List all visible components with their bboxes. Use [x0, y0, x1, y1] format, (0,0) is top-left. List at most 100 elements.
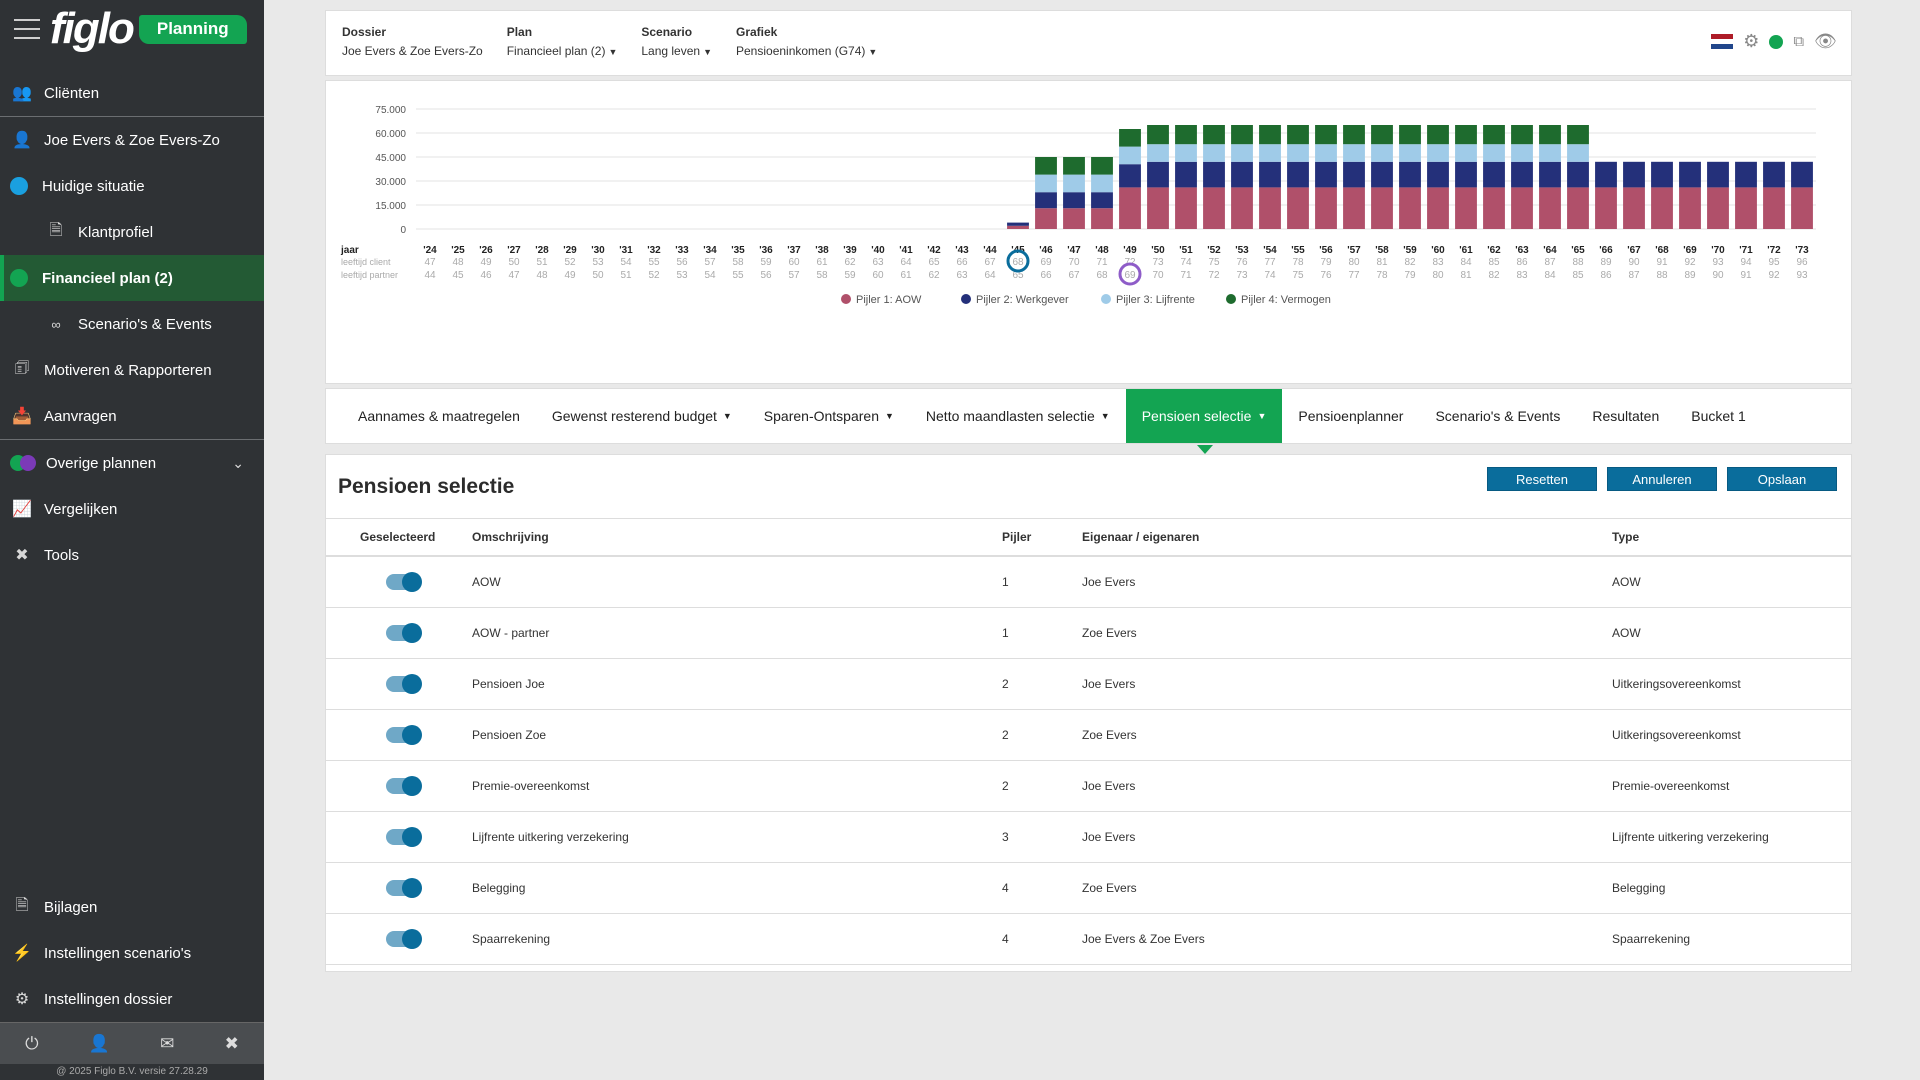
- scenario-selector[interactable]: Scenario Lang leven ▼: [641, 25, 712, 58]
- bar-segment: [1035, 192, 1057, 209]
- selected-toggle[interactable]: [386, 877, 422, 898]
- save-button[interactable]: Opslaan: [1727, 467, 1837, 491]
- profile-icon[interactable]: 👤: [88, 1033, 110, 1053]
- x-tick-label: '71: [1739, 245, 1753, 256]
- bar-segment: [1511, 125, 1533, 145]
- bar-segment: [1343, 144, 1365, 162]
- sidebar-item-financieel-plan[interactable]: Financieel plan (2): [0, 255, 264, 301]
- client-age-label: 80: [1348, 257, 1360, 268]
- column-header: Eigenaar / eigenaren: [1082, 519, 1612, 557]
- bar-segment: [1679, 187, 1701, 229]
- dossier-label: Dossier: [342, 25, 387, 39]
- tab-scenario-s-events[interactable]: Scenario's & Events: [1419, 389, 1576, 443]
- chart-icon: 📈: [12, 501, 32, 518]
- selected-toggle[interactable]: [386, 775, 422, 796]
- tab-gewenst-resterend-budget[interactable]: Gewenst resterend budget ▼: [536, 389, 748, 443]
- tools-icon[interactable]: ✖: [224, 1033, 239, 1053]
- tab-aannames-maatregelen[interactable]: Aannames & maatregelen: [342, 389, 536, 443]
- partner-age-label: 52: [648, 270, 660, 281]
- legend-label: Pijler 1: AOW: [856, 294, 922, 306]
- client-age-label: 58: [732, 257, 744, 268]
- cancel-button[interactable]: Annuleren: [1607, 467, 1717, 491]
- x-tick-label: '46: [1039, 245, 1053, 256]
- bar-segment: [1567, 161, 1589, 188]
- bar-segment: [1595, 187, 1617, 229]
- sidebar-item-clienten[interactable]: 👥 Cliënten: [0, 70, 264, 116]
- client-age-label: 47: [424, 257, 436, 268]
- sidebar-item-bijlagen[interactable]: 🗎 Bijlagen: [0, 884, 264, 930]
- partner-age-label: 60: [872, 270, 884, 281]
- type-cell: AOW: [1612, 556, 1851, 608]
- bar-segment: [1371, 125, 1393, 145]
- grafiek-selector[interactable]: Grafiek Pensioeninkomen (G74) ▼: [736, 25, 877, 58]
- bar-segment: [1035, 208, 1057, 229]
- chevron-down-icon[interactable]: ⌄: [232, 454, 244, 471]
- sidebar: figlo Planning 👥 Cliënten 👤 Joe Evers & …: [0, 0, 264, 1080]
- partner-age-row-label: leeftijd partner: [341, 270, 398, 280]
- client-age-label: 66: [956, 257, 968, 268]
- bar-segment: [1371, 187, 1393, 229]
- x-tick-label: '28: [535, 245, 549, 256]
- bar-segment: [1427, 144, 1449, 162]
- bar-segment: [1091, 157, 1113, 175]
- sidebar-item-overige-plannen[interactable]: Overige plannen ⌄: [0, 440, 264, 486]
- bar-segment: [1259, 161, 1281, 188]
- tab-sparen-ontsparen[interactable]: Sparen-Ontsparen ▼: [748, 389, 910, 443]
- sidebar-item-instellingen-scenarios[interactable]: ⚡ Instellingen scenario's: [0, 930, 264, 976]
- selected-toggle[interactable]: [386, 826, 422, 847]
- sidebar-item-aanvragen[interactable]: 📥 Aanvragen: [0, 393, 264, 439]
- tab-pensioen-selectie[interactable]: Pensioen selectie ▼: [1125, 389, 1283, 443]
- owner-cell: Zoe Evers: [1082, 607, 1612, 659]
- client-age-label: 60: [788, 257, 800, 268]
- tab-netto-maandlasten-selectie[interactable]: Netto maandlasten selectie ▼: [910, 389, 1126, 443]
- tab-bucket-1[interactable]: Bucket 1: [1675, 389, 1761, 443]
- gear-icon: ⚙: [14, 991, 30, 1008]
- x-tick-label: '54: [1263, 245, 1277, 256]
- sidebar-item-instellingen-dossier[interactable]: ⚙ Instellingen dossier: [0, 976, 264, 1022]
- dutch-flag-icon[interactable]: [1711, 33, 1734, 50]
- partner-age-label: 48: [536, 270, 548, 281]
- sidebar-item-vergelijken[interactable]: 📈 Vergelijken: [0, 486, 264, 532]
- bar-segment: [1483, 187, 1505, 229]
- sidebar-item-tools[interactable]: ✖ Tools: [0, 532, 264, 578]
- copy-icon[interactable]: ⧉: [1793, 33, 1805, 50]
- gear-icon[interactable]: ⚙: [1743, 31, 1760, 51]
- client-age-label: 96: [1796, 257, 1808, 268]
- selected-toggle[interactable]: [386, 928, 422, 949]
- caret-down-icon: ▼: [884, 411, 894, 421]
- eye-icon[interactable]: 👁: [1814, 31, 1837, 51]
- bar-segment: [1119, 146, 1141, 165]
- selected-toggle[interactable]: [386, 622, 422, 643]
- tab-label: Gewenst resterend budget: [551, 408, 717, 424]
- partner-age-label: 59: [844, 270, 856, 281]
- sidebar-item-motiveren-rapporteren[interactable]: 🗊 Motiveren & Rapporteren: [0, 347, 264, 393]
- reset-button[interactable]: Resetten: [1487, 467, 1597, 491]
- sidebar-item-scenarios-events[interactable]: ∞ Scenario's & Events: [0, 301, 264, 347]
- mail-icon[interactable]: ✉: [160, 1033, 175, 1053]
- plan-selector[interactable]: Plan Financieel plan (2) ▼: [507, 25, 618, 58]
- description-cell: Spaarrekening: [472, 913, 1002, 965]
- selected-toggle[interactable]: [386, 673, 422, 694]
- client-age-label: 87: [1544, 257, 1556, 268]
- power-icon[interactable]: ⏻: [25, 1033, 39, 1053]
- client-age-label: 61: [816, 257, 828, 268]
- tab-label: Netto maandlasten selectie: [925, 408, 1095, 424]
- sidebar-item-klantprofiel[interactable]: 🗎 Klantprofiel: [0, 209, 264, 255]
- tab-resultaten[interactable]: Resultaten: [1576, 389, 1675, 443]
- glasses-icon: ∞: [51, 316, 61, 332]
- pillar-cell: 4: [1002, 862, 1082, 914]
- table-row: AOW 1 Joe Evers AOW: [326, 556, 1851, 608]
- x-tick-label: '44: [983, 245, 997, 256]
- sidebar-item-huidige-situatie[interactable]: Huidige situatie: [0, 163, 264, 209]
- dossier-selector[interactable]: Dossier Joe Evers & Zoe Evers-Zo: [342, 25, 483, 58]
- y-tick-label: 15.000: [375, 201, 406, 212]
- selected-toggle[interactable]: [386, 724, 422, 745]
- hamburger-menu-icon[interactable]: [14, 19, 40, 39]
- tab-pensioenplanner[interactable]: Pensioenplanner: [1282, 389, 1419, 443]
- pillar-cell: 2: [1002, 760, 1082, 812]
- tab-label: Scenario's & Events: [1435, 408, 1561, 424]
- table-row: AOW - partner 1 Zoe Evers AOW: [326, 607, 1851, 659]
- sidebar-item-dossier[interactable]: 👤 Joe Evers & Zoe Evers-Zo: [0, 117, 264, 163]
- partner-age-label: 47: [508, 270, 520, 281]
- selected-toggle[interactable]: [386, 571, 422, 592]
